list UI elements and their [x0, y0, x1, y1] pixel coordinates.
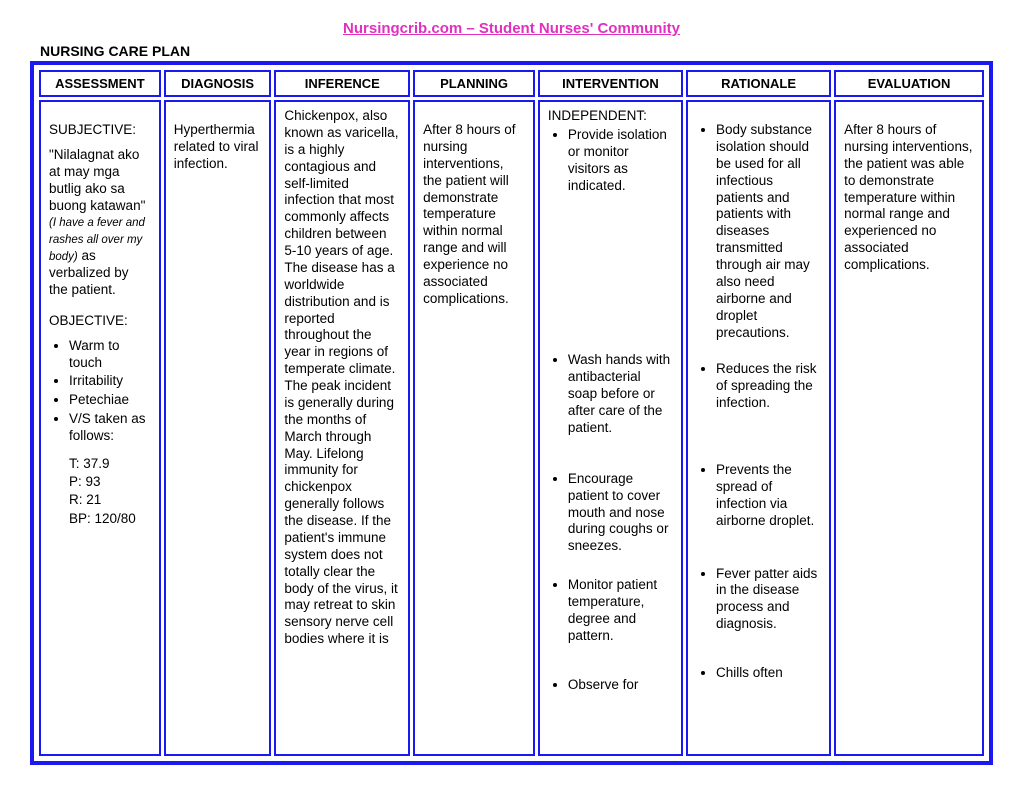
list-item: Body substance isolation should be used …	[716, 122, 821, 341]
rationale-list: Body substance isolation should be used …	[696, 122, 821, 682]
planning-text: After 8 hours of nursing interventions, …	[423, 122, 525, 308]
cell-rationale: Body substance isolation should be used …	[686, 100, 831, 756]
plan-title: NURSING CARE PLAN	[40, 43, 993, 59]
list-item: Observe for	[568, 677, 673, 694]
list-item: Encourage patient to cover mouth and nos…	[568, 471, 673, 555]
list-item: Reduces the risk of spreading the infect…	[716, 361, 821, 412]
col-assessment: ASSESSMENT	[39, 70, 161, 97]
col-inference: INFERENCE	[274, 70, 410, 97]
table-header-row: ASSESSMENT DIAGNOSIS INFERENCE PLANNING …	[39, 70, 984, 97]
col-rationale: RATIONALE	[686, 70, 831, 97]
diagnosis-text: Hyperthermia related to viral infection.	[174, 122, 262, 173]
objective-label: OBJECTIVE:	[49, 313, 151, 330]
col-intervention: INTERVENTION	[538, 70, 683, 97]
list-item: Warm to touch	[69, 338, 151, 372]
cell-intervention: INDEPENDENT: Provide isolation or monito…	[538, 100, 683, 756]
subjective-label: SUBJECTIVE:	[49, 122, 151, 139]
col-planning: PLANNING	[413, 70, 535, 97]
cell-diagnosis: Hyperthermia related to viral infection.	[164, 100, 272, 756]
col-evaluation: EVALUATION	[834, 70, 984, 97]
independent-label: INDEPENDENT:	[548, 108, 673, 125]
list-item: Chills often	[716, 665, 821, 682]
col-diagnosis: DIAGNOSIS	[164, 70, 272, 97]
table-row: SUBJECTIVE: "Nilalagnat ako at may mga b…	[39, 100, 984, 756]
vs-bp: BP: 120/80	[69, 510, 151, 528]
intervention-list: Provide isolation or monitor visitors as…	[548, 127, 673, 694]
list-item: Wash hands with antibacterial soap befor…	[568, 352, 673, 436]
subjective-quote: "Nilalagnat ako at may mga butlig ako sa…	[49, 147, 151, 299]
quote-text: "Nilalagnat ako at may mga butlig ako sa…	[49, 147, 145, 213]
cell-planning: After 8 hours of nursing interventions, …	[413, 100, 535, 756]
list-item: V/S taken as follows:	[69, 411, 151, 445]
evaluation-text: After 8 hours of nursing interventions, …	[844, 122, 974, 274]
list-item: Provide isolation or monitor visitors as…	[568, 127, 673, 195]
nursing-care-plan-table: ASSESSMENT DIAGNOSIS INFERENCE PLANNING …	[36, 67, 987, 759]
inference-text: Chickenpox, also known as varicella, is …	[284, 108, 400, 648]
site-link[interactable]: Nursingcrib.com – Student Nurses' Commun…	[30, 20, 993, 37]
list-item: Prevents the spread of infection via air…	[716, 462, 821, 530]
quote-translation: (I have a fever and rashes all over my b…	[49, 217, 145, 263]
cell-evaluation: After 8 hours of nursing interventions, …	[834, 100, 984, 756]
objective-list: Warm to touchIrritability Petechiae V/S ta…	[49, 338, 151, 445]
vital-signs: T: 37.9 P: 93 R: 21 BP: 120/80	[69, 455, 151, 528]
list-item: Petechiae	[69, 392, 151, 409]
list-item: Monitor patient temperature, degree and …	[568, 577, 673, 645]
cell-assessment: SUBJECTIVE: "Nilalagnat ako at may mga b…	[39, 100, 161, 756]
list-item: Fever patter aids in the disease process…	[716, 566, 821, 634]
list-item: Irritability	[69, 373, 151, 390]
vs-r: R: 21	[69, 491, 151, 509]
vs-p: P: 93	[69, 473, 151, 491]
table-outer-frame: ASSESSMENT DIAGNOSIS INFERENCE PLANNING …	[30, 61, 993, 765]
cell-inference: Chickenpox, also known as varicella, is …	[274, 100, 410, 756]
vs-t: T: 37.9	[69, 455, 151, 473]
